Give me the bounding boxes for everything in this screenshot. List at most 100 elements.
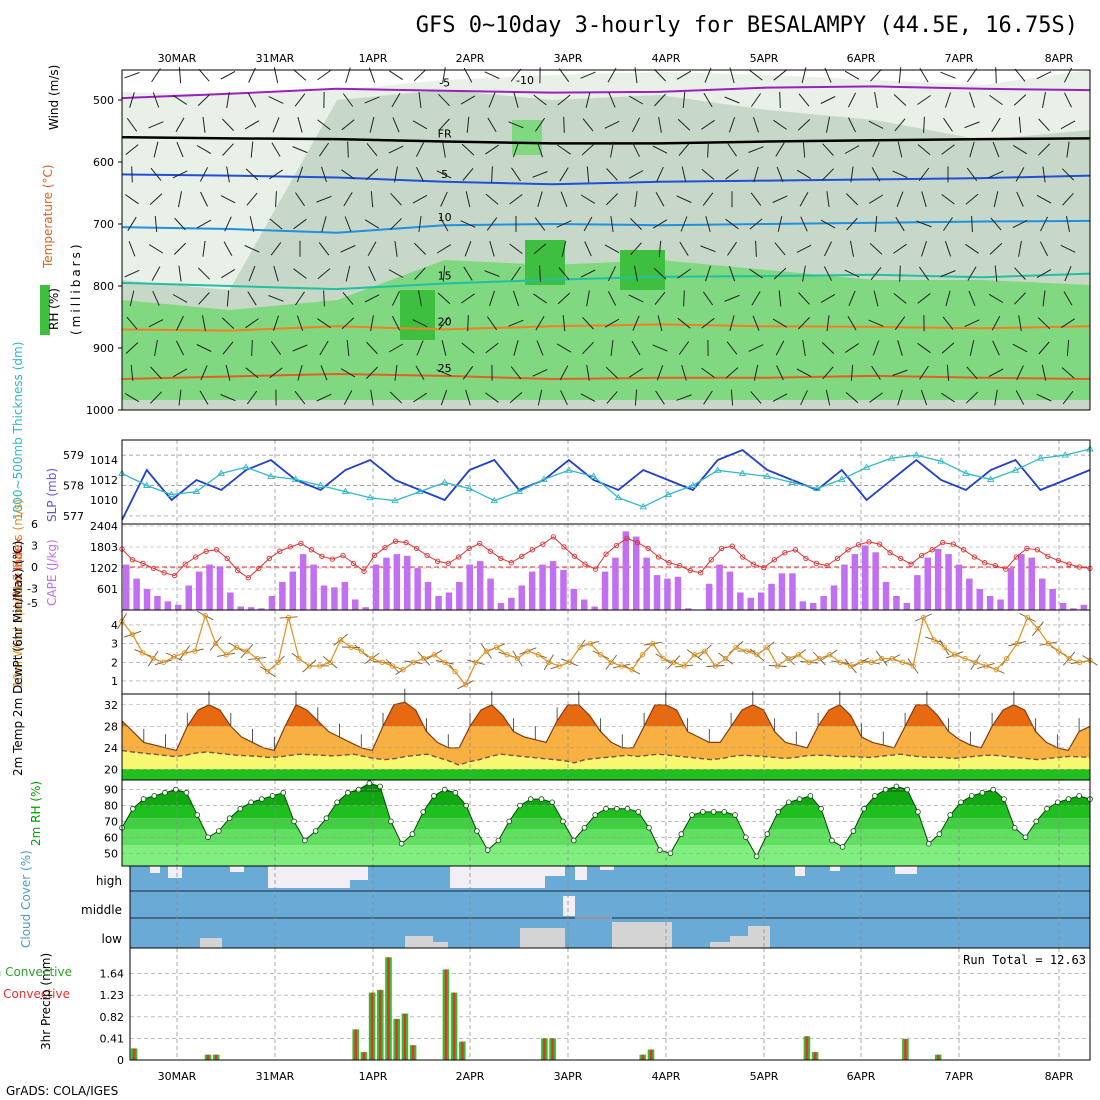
cape-bar-53	[674, 576, 682, 610]
wind-barb-473	[917, 342, 931, 354]
wind-barb-543	[1038, 341, 1050, 355]
cape-bar-78	[934, 548, 942, 610]
bottom-date-5APR: 5APR	[750, 1070, 779, 1083]
cloud-low-block-0	[200, 938, 222, 948]
wind-barb-474	[919, 365, 929, 380]
cape-bar-33	[466, 564, 473, 610]
wind-barb-155	[391, 92, 401, 108]
cloud-high-block-1	[168, 866, 182, 878]
wind-barb-370	[749, 218, 763, 230]
wind-barb-402	[798, 317, 810, 330]
thickness-marker-30	[862, 463, 871, 470]
wind-barb-366	[753, 117, 759, 133]
wind10-marker-16	[285, 614, 292, 621]
li-marker-50	[645, 545, 651, 552]
top-date-3APR: 3APR	[554, 52, 583, 65]
li-marker-17	[298, 540, 304, 547]
wind-barb-162	[388, 269, 404, 278]
li-marker-67	[824, 562, 830, 569]
wind10-marker-11	[233, 644, 240, 650]
precip-conv-bar-98	[937, 1054, 940, 1060]
wind-barb-16	[148, 121, 164, 129]
cape-bar-75	[903, 603, 911, 610]
wind-barb-381	[775, 142, 785, 157]
temp-tick-24: 24	[104, 742, 118, 755]
wind-barb-420	[844, 70, 860, 80]
wind-barb-517	[994, 389, 998, 406]
wind-barb-395	[802, 141, 806, 158]
wind-barb-362	[725, 367, 739, 379]
credit-label: GrADS: COLA/IGES	[6, 1084, 118, 1098]
li-tick-0: 0	[31, 561, 38, 574]
wind-barb-552	[1066, 216, 1070, 232]
wind-barb-332	[677, 317, 691, 329]
wind-barb-90	[269, 218, 283, 230]
thickness-marker-1	[143, 481, 151, 488]
wind-barb-368	[753, 166, 759, 183]
wind-barb-98	[293, 69, 307, 81]
rh2m-marker-82	[1001, 796, 1007, 802]
wind-barb-305	[631, 340, 641, 356]
wind-barb-365	[750, 93, 762, 107]
cape-bar-30	[435, 596, 442, 610]
li-marker-5	[171, 572, 178, 579]
wind-barb-36	[178, 265, 182, 282]
wind-barb-296	[631, 117, 641, 133]
rh2m-marker-8	[205, 834, 211, 841]
wind-barb-382	[776, 166, 784, 183]
wind-barb-345	[702, 291, 714, 306]
li-marker-58	[729, 543, 735, 549]
wind10-marker-2	[140, 650, 146, 656]
li-marker-23	[361, 568, 367, 574]
thickness-marker-37	[1036, 454, 1045, 461]
precip-conv-bar-29	[370, 992, 374, 1060]
temp-tick-20: 20	[104, 763, 118, 776]
wind-barb-280	[607, 68, 617, 83]
wind-barb-68	[225, 364, 231, 381]
isotherm-5	[121, 272, 1091, 291]
wind-barb-493	[969, 141, 975, 158]
wind-barb-71	[247, 92, 257, 108]
wind-barb-539	[1039, 241, 1049, 257]
rh2m-marker-87	[1054, 799, 1061, 806]
rh2m-marker-81	[990, 786, 996, 793]
li-marker-51	[655, 554, 662, 560]
li-marker-91	[1076, 564, 1083, 570]
wind-barb-288	[608, 266, 616, 282]
li-marker-89	[1055, 557, 1062, 564]
cape-bar-45	[591, 606, 598, 610]
wind-barb-505	[989, 94, 1003, 106]
wind-barb-31	[176, 142, 184, 158]
wind-barb-213	[485, 144, 499, 155]
wind10-marker-23	[358, 648, 365, 654]
rh2m-marker-79	[968, 793, 975, 799]
wind10-marker-72	[868, 659, 875, 665]
li-marker-88	[1045, 553, 1051, 559]
wind-barb-146	[364, 219, 380, 229]
temp-axis-label: 2m Temp 2m DewPt (6hr Min/Max) (°C)	[11, 541, 25, 776]
wind-barb-216	[486, 217, 498, 231]
isotherm-7	[121, 372, 1091, 381]
li-marker-53	[677, 562, 683, 569]
wind-barb-510	[990, 217, 1002, 231]
rh2m-marker-46	[613, 805, 620, 812]
cape-bar-59	[737, 592, 744, 610]
cape-bar-36	[497, 603, 505, 610]
wind-barb-187	[440, 191, 448, 207]
wind-barb-191	[437, 292, 451, 305]
rh2m-marker-61	[775, 809, 781, 815]
wind10-marker-80	[952, 652, 958, 658]
wind-barb-298	[628, 170, 644, 179]
wind-barb-242	[532, 171, 548, 178]
wind-barb-538	[1040, 216, 1048, 232]
rh-legend-label: RH (%)	[47, 288, 61, 330]
wind-barb-80	[245, 318, 259, 329]
wind-barb-59	[222, 143, 234, 156]
rh2m-marker-21	[345, 789, 351, 796]
wind-barb-339	[707, 141, 709, 158]
wind-barb-502	[966, 366, 978, 380]
cape-bar-70	[851, 554, 859, 610]
wind-barb-374	[752, 315, 760, 331]
wind-barb-324	[677, 118, 691, 131]
rh2m-marker-1	[130, 805, 136, 812]
